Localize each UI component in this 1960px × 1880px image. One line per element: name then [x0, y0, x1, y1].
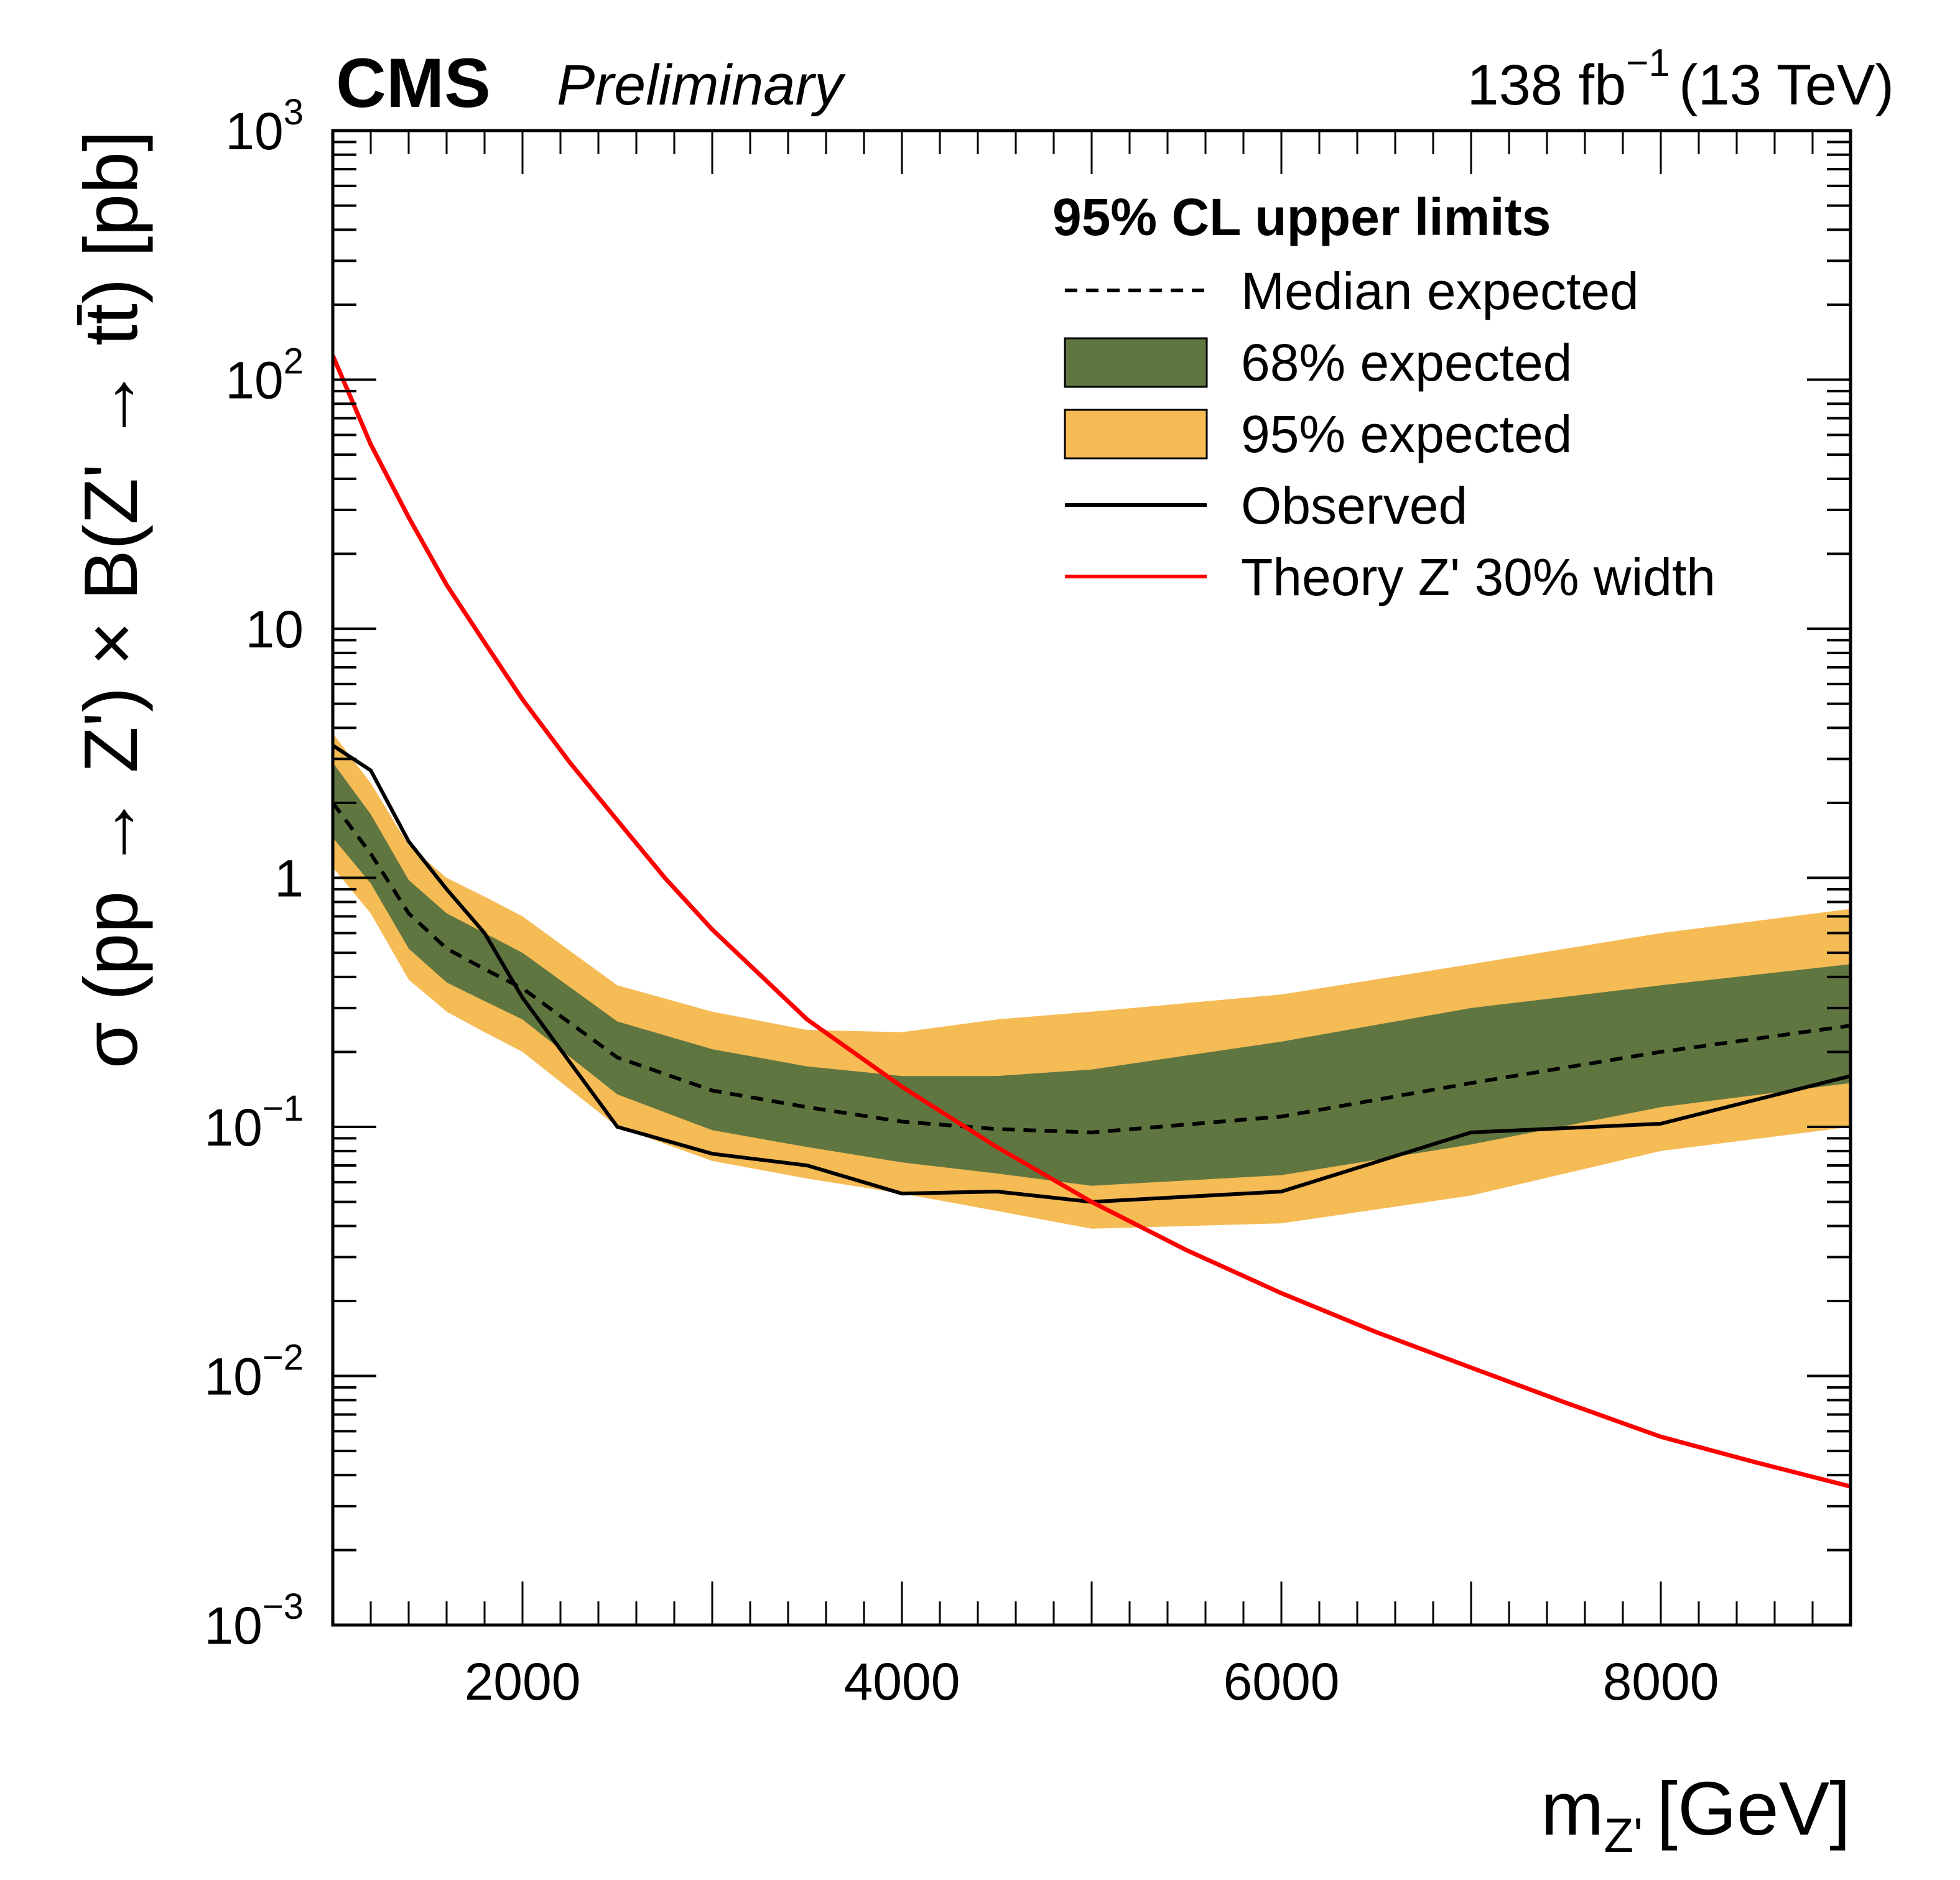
experiment-label: CMS — [336, 44, 491, 122]
series-line-observed — [333, 744, 1851, 1204]
y-tick-base: 10 — [204, 1348, 262, 1406]
band-68-expected — [333, 762, 1851, 1186]
legend-swatch — [1064, 337, 1208, 388]
legend-label: 68% expected — [1241, 333, 1572, 392]
y-tick-base: 10 — [204, 1596, 262, 1655]
x-axis-title-main: m — [1541, 1766, 1604, 1851]
lumi-value: 138 fb — [1467, 53, 1626, 117]
y-tick-exponent: −3 — [262, 1586, 304, 1627]
lumi-label: 138 fb−1 (13 TeV) — [1467, 42, 1894, 117]
legend-item-95-expected: 95% expected — [1064, 405, 1572, 463]
x-tick-label: 2000 — [465, 1652, 581, 1711]
y-tick-base: 10 — [246, 600, 304, 659]
y-tick-base: 10 — [225, 102, 283, 160]
series-line-theory-z-30-width — [333, 354, 1851, 1489]
y-axis-title: σ (pp → Z') × B(Z' → tt̄) [pb] — [68, 131, 153, 1068]
y-tick-label: 1 — [274, 850, 304, 908]
series-line-median-expected — [333, 802, 1851, 1134]
y-tick-label: 102 — [225, 341, 304, 410]
x-tick-label: 4000 — [844, 1652, 960, 1711]
y-tick-base: 1 — [274, 850, 304, 908]
x-axis-title: mZ' [GeV] — [1541, 1766, 1851, 1863]
y-tick-base: 10 — [204, 1098, 262, 1157]
legend-title: 95% CL upper limits — [1052, 188, 1551, 246]
legend-item-observed: Observed — [1065, 476, 1467, 535]
y-tick-exponent: −2 — [262, 1338, 304, 1378]
legend: 95% CL upper limits Median expected 68% e… — [1052, 188, 1716, 606]
y-tick-label: 103 — [225, 92, 304, 160]
plot-area — [333, 354, 1851, 1489]
axes-layer — [331, 129, 1852, 1627]
y-tick-label: 10−3 — [204, 1586, 304, 1655]
x-axis-title-unit: [GeV] — [1656, 1766, 1851, 1851]
y-tick-exponent: −1 — [262, 1088, 304, 1129]
bands-layer — [333, 733, 1851, 1229]
lumi-exponent: −1 — [1626, 42, 1670, 85]
y-tick-label: 10 — [246, 600, 304, 659]
x-axis-title-sub: Z' — [1604, 1808, 1643, 1863]
y-tick-base: 10 — [225, 351, 283, 410]
x-tick-label: 8000 — [1603, 1652, 1719, 1711]
y-tick-exponent: 2 — [284, 341, 304, 382]
y-tick-label: 10−2 — [204, 1338, 304, 1406]
legend-item-68-expected: 68% expected — [1064, 333, 1572, 392]
status-label: Preliminary — [557, 53, 846, 117]
legend-label: Median expected — [1241, 262, 1639, 320]
y-tick-exponent: 3 — [284, 92, 304, 132]
legend-item-theory-z-30-width: Theory Z' 30% width — [1065, 548, 1716, 606]
y-tick-label: 10−1 — [204, 1088, 304, 1157]
energy-value: (13 TeV) — [1679, 53, 1894, 117]
legend-label: Theory Z' 30% width — [1241, 548, 1716, 606]
legend-item-median-expected: Median expected — [1065, 262, 1639, 320]
legend-label: Observed — [1241, 476, 1467, 535]
x-tick-label: 6000 — [1224, 1652, 1340, 1711]
legend-swatch — [1064, 409, 1208, 460]
legend-label: 95% expected — [1241, 405, 1572, 463]
lines-layer — [333, 354, 1851, 1489]
